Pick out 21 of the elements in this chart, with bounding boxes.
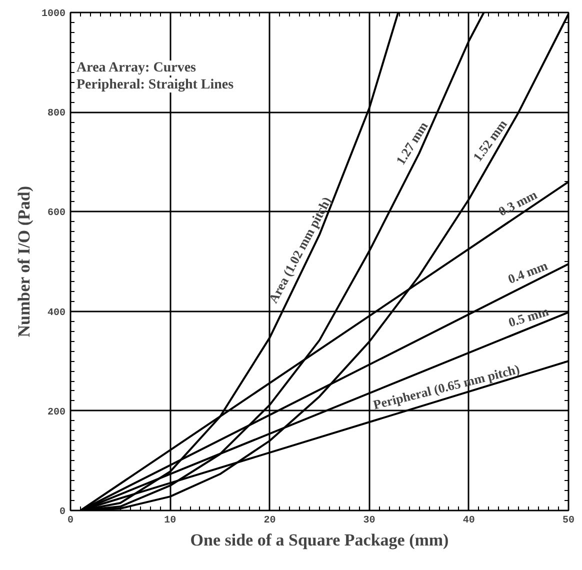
- x-tick-label: 20: [264, 516, 276, 526]
- x-axis-title: One side of a Square Package (mm): [190, 530, 449, 550]
- y-axis-title: Number of I/O (Pad): [14, 186, 34, 338]
- x-tick-label: 40: [462, 516, 475, 526]
- y-tick-label: 800: [47, 108, 66, 120]
- y-tick-label: 1000: [41, 9, 66, 20]
- annotation: 1.52 mm: [470, 116, 510, 164]
- x-tick-label: 10: [164, 516, 176, 526]
- annotation: Area Array: Curves: [76, 60, 197, 76]
- annotation: Area (1.02 mm pitch): [265, 194, 334, 306]
- annotation: 0.3 mm: [496, 186, 540, 219]
- y-tick-label: 200: [47, 407, 66, 418]
- x-tick-label: 50: [562, 516, 575, 526]
- x-tick-label: 0: [68, 516, 74, 526]
- annotation: 0.5 mm: [506, 303, 550, 330]
- annotation: Peripheral: Straight Lines: [76, 78, 234, 92]
- y-tick-label: 600: [47, 208, 66, 220]
- y-tick-label: 400: [47, 308, 66, 319]
- y-tick-label: 0: [60, 507, 66, 518]
- annotation: 0.4 mm: [506, 258, 550, 287]
- x-tick-label: 30: [363, 516, 376, 526]
